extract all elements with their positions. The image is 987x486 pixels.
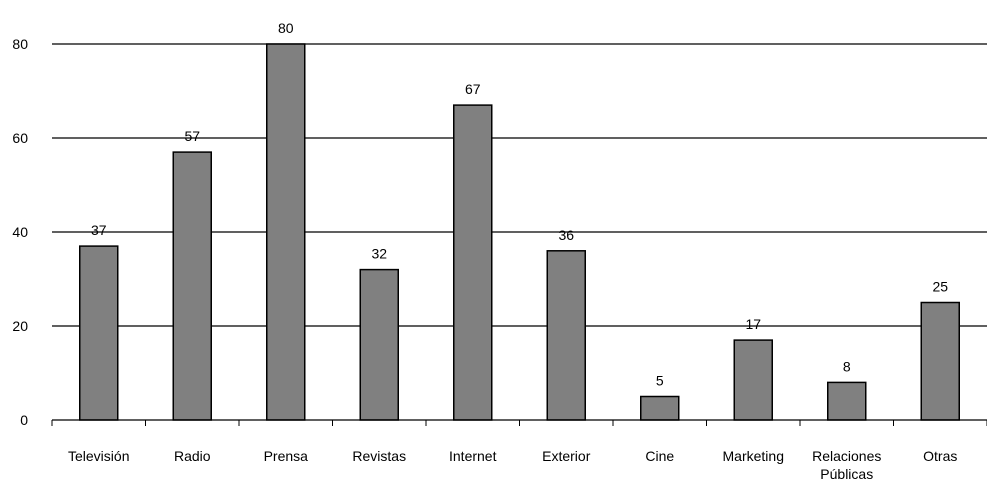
y-tick-label: 0: [20, 412, 28, 428]
value-label: 5: [656, 373, 664, 389]
category-label: Prensa: [264, 448, 309, 464]
category-label: Exterior: [542, 448, 591, 464]
y-tick-label: 40: [12, 224, 28, 240]
value-label: 57: [184, 128, 200, 144]
bar: [172, 151, 212, 421]
bar: [640, 395, 680, 421]
bar: [546, 250, 586, 421]
category-label: Radio: [174, 448, 211, 464]
category-label: Cine: [645, 448, 674, 464]
value-label: 8: [843, 358, 851, 374]
category-label: Internet: [449, 448, 497, 464]
value-label: 36: [558, 227, 574, 243]
category-label: Televisión: [68, 448, 129, 464]
category-label: Revistas: [352, 448, 406, 464]
value-label: 25: [932, 279, 948, 295]
y-tick-label: 20: [12, 318, 28, 334]
bar: [453, 104, 493, 421]
category-label: Otras: [923, 448, 957, 464]
bar: [920, 301, 960, 421]
bar: [827, 381, 867, 421]
value-labels: 37 57 80 32 67 36 5 17 8 25: [91, 20, 948, 389]
value-label: 17: [745, 316, 761, 332]
x-axis: [51, 419, 987, 426]
y-tick-label: 80: [12, 36, 28, 52]
value-label: 37: [91, 222, 107, 238]
category-labels: Televisión Radio Prensa Revistas Internet Ext…: [68, 448, 957, 482]
category-label: Marketing: [723, 448, 784, 464]
category-label: Relaciones Públicas: [812, 448, 881, 482]
bar: [359, 268, 399, 421]
value-label: 80: [278, 20, 294, 36]
bar: [733, 339, 773, 421]
bar: [266, 43, 306, 421]
value-label: 67: [465, 81, 481, 97]
bar: [79, 245, 119, 421]
y-axis-ticks: 0 20 40 60 80: [12, 36, 28, 428]
y-tick-label: 60: [12, 130, 28, 146]
value-label: 32: [371, 246, 387, 262]
